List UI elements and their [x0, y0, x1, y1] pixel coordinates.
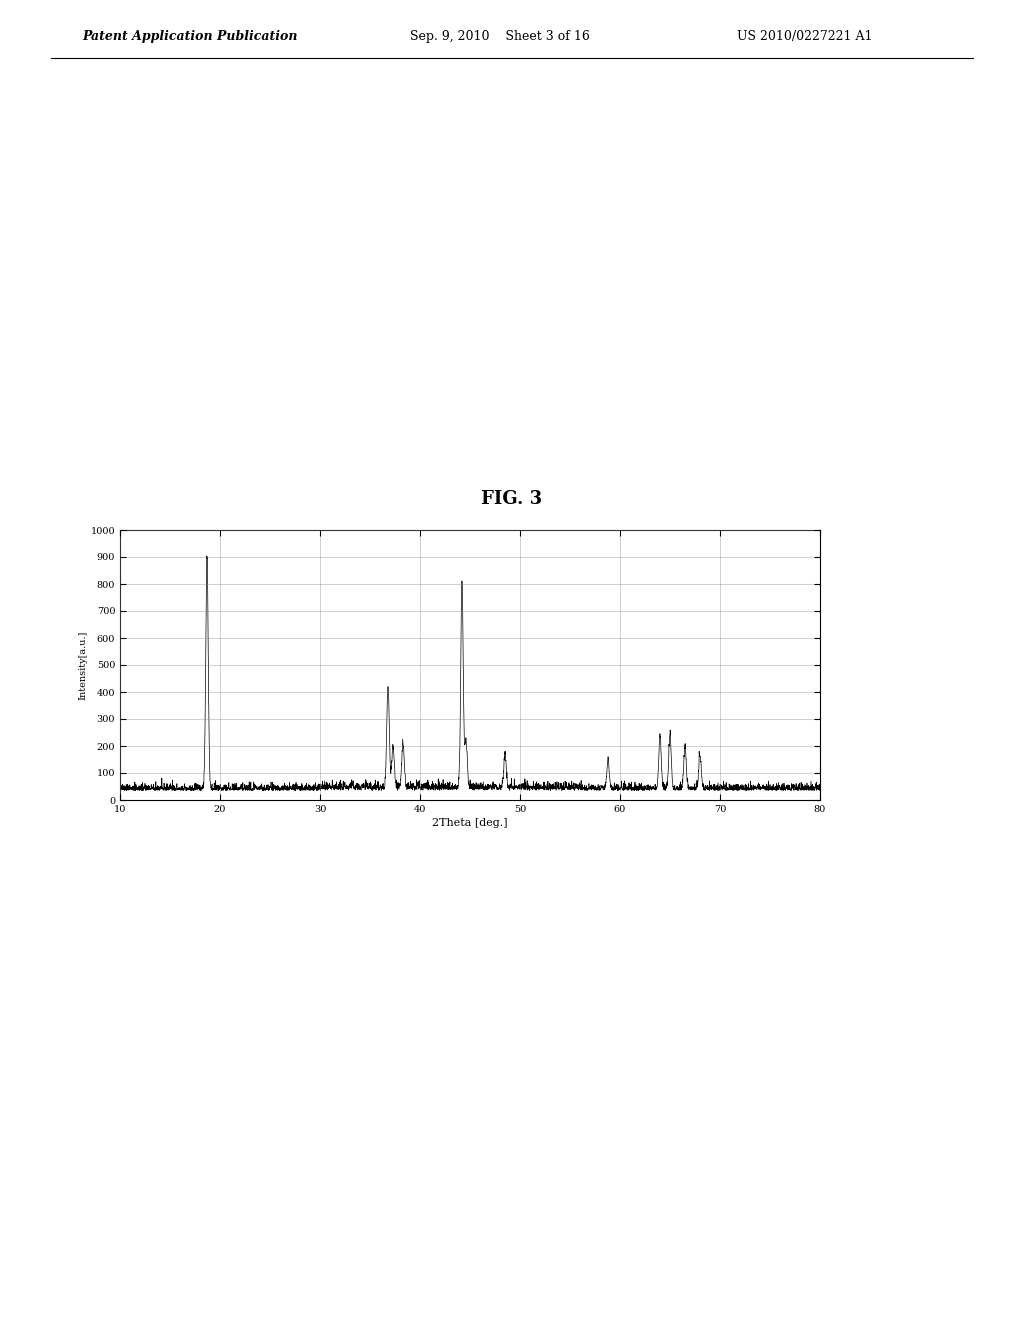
- Y-axis label: Intensity[a.u.]: Intensity[a.u.]: [79, 631, 88, 700]
- Text: Patent Application Publication: Patent Application Publication: [82, 30, 297, 44]
- Text: Sep. 9, 2010    Sheet 3 of 16: Sep. 9, 2010 Sheet 3 of 16: [410, 30, 590, 44]
- X-axis label: 2Theta [deg.]: 2Theta [deg.]: [432, 818, 508, 828]
- Text: FIG. 3: FIG. 3: [481, 490, 543, 508]
- Text: US 2010/0227221 A1: US 2010/0227221 A1: [737, 30, 872, 44]
